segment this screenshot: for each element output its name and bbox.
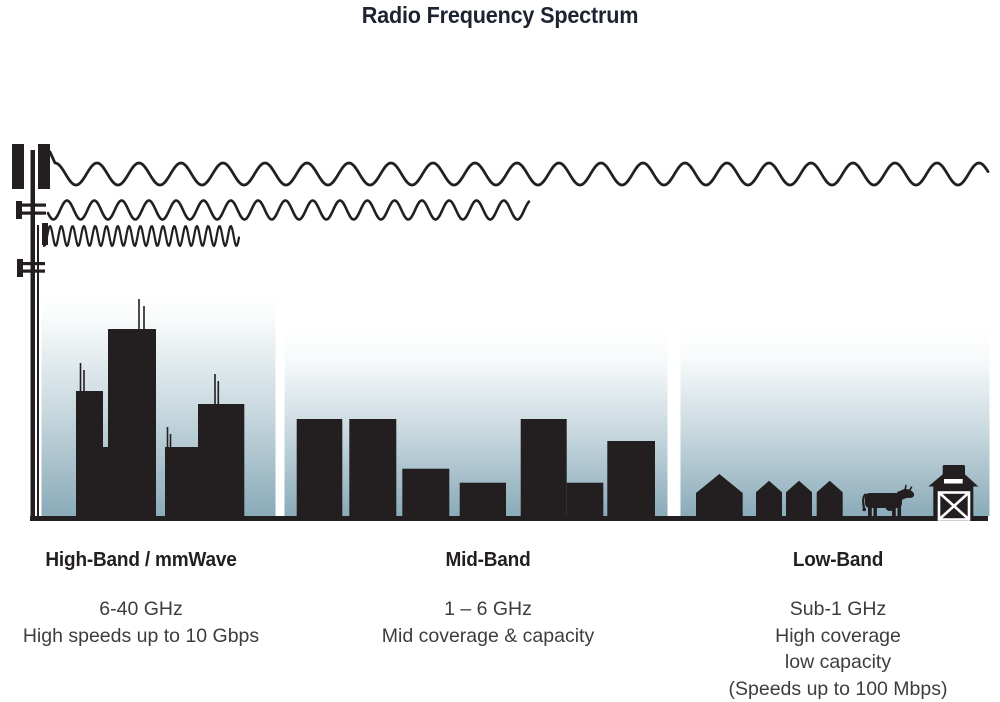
tower-part	[23, 270, 45, 273]
building-silhouette	[108, 329, 156, 520]
tower-part	[38, 144, 50, 189]
cow-leg	[874, 505, 877, 519]
cow-udder	[886, 505, 894, 511]
building-silhouette	[607, 441, 655, 520]
tower-part	[16, 201, 22, 219]
band-details-high: 6-40 GHz High speeds up to 10 Gbps	[0, 596, 282, 649]
short-wavelength-wave-high-band	[44, 226, 239, 246]
tower-part	[37, 225, 39, 519]
tower-part	[22, 204, 46, 207]
diagram-title: Radio Frequency Spectrum	[30, 2, 970, 29]
band-description: High coverage	[688, 623, 988, 650]
band-details-low: Sub-1 GHz High coverage low capacity (Sp…	[688, 596, 988, 702]
building-silhouette	[567, 483, 604, 520]
band-label-low: Low-Band Sub-1 GHz High coverage low cap…	[688, 549, 988, 702]
band-label-high: High-Band / mmWave 6-40 GHz High speeds …	[0, 549, 282, 649]
building-silhouette	[297, 419, 343, 520]
building-silhouette	[76, 391, 103, 520]
building-silhouette	[521, 419, 567, 520]
band-label-mid: Mid-Band 1 – 6 GHz Mid coverage & capaci…	[338, 549, 638, 649]
band-frequency-range: 1 – 6 GHz	[338, 596, 638, 623]
building-silhouette	[103, 447, 108, 520]
building-silhouette	[402, 469, 449, 520]
building-silhouette	[198, 404, 244, 520]
barn-roof-vent	[944, 479, 963, 484]
band-heading-low: Low-Band	[696, 549, 981, 572]
band-description: High speeds up to 10 Gbps	[0, 623, 282, 650]
band-heading-mid: Mid-Band	[346, 549, 631, 572]
tower-part	[22, 212, 46, 215]
band-description: Mid coverage & capacity	[338, 623, 638, 650]
barn-roof-cap	[943, 465, 965, 476]
band-description: (Speeds up to 100 Mbps)	[688, 676, 988, 702]
band-frequency-range: Sub-1 GHz	[688, 596, 988, 623]
cow-leg	[868, 505, 872, 520]
cow-leg	[898, 504, 902, 520]
tower-part	[17, 259, 23, 277]
band-description: low capacity	[688, 649, 988, 676]
building-silhouette	[349, 419, 396, 520]
band-details-mid: 1 – 6 GHz Mid coverage & capacity	[338, 596, 638, 649]
mid-wavelength-wave-mid-band	[48, 201, 529, 220]
tower-part	[12, 144, 24, 189]
band-heading-high: High-Band / mmWave	[7, 549, 275, 572]
band-frequency-range: 6-40 GHz	[0, 596, 282, 623]
building-silhouette	[460, 483, 506, 520]
cow-tail-tuft	[862, 508, 866, 512]
tower-part	[23, 262, 45, 265]
long-wavelength-wave-low-band	[50, 152, 988, 185]
building-silhouette	[165, 447, 198, 520]
